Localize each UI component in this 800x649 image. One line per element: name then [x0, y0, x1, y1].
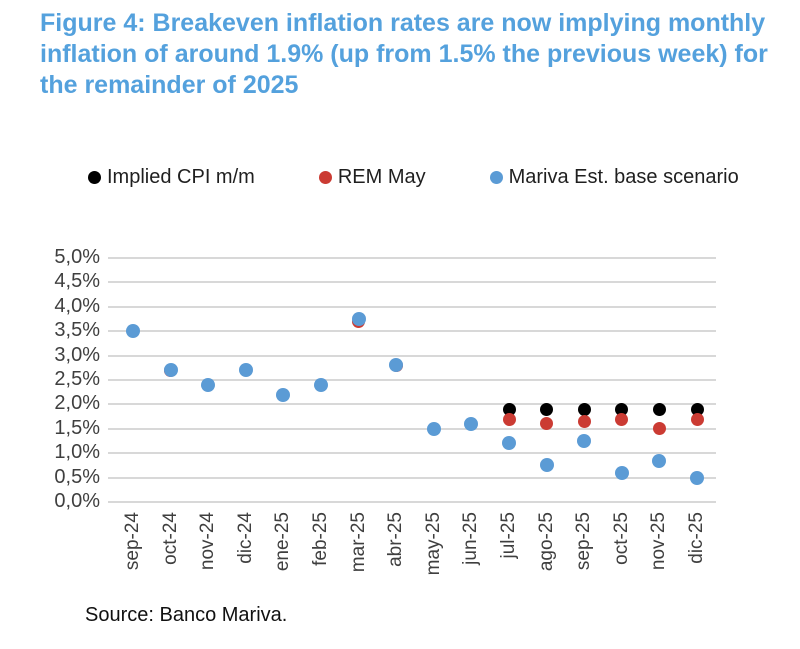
data-point-mariva-nov-25	[652, 454, 666, 468]
data-point-rem-may-ago-25	[540, 417, 553, 430]
data-point-mariva-sep-24	[126, 324, 140, 338]
blue-dot-icon	[489, 171, 503, 184]
data-point-mariva-ago-25	[540, 458, 554, 472]
y-tick-label: 4,0%	[54, 295, 100, 317]
legend-label-rem-may: REM May	[337, 166, 426, 188]
legend-label-mariva: Mariva Est. base scenario	[508, 166, 739, 188]
data-point-rem-may-dic-25	[691, 413, 704, 426]
data-point-rem-may-sep-25	[578, 415, 591, 428]
data-point-mariva-jun-25	[464, 417, 478, 431]
data-point-rem-may-oct-25	[615, 413, 628, 426]
gridline	[108, 428, 716, 430]
x-tick-label: nov-25	[648, 512, 669, 571]
y-tick-label: 3,0%	[54, 344, 100, 366]
gridline	[108, 452, 716, 454]
gridline	[108, 355, 716, 357]
source-note: Source: Banco Mariva.	[85, 604, 288, 626]
x-tick-label: ago-25	[536, 512, 557, 572]
data-point-mariva-ene-25	[276, 388, 290, 402]
y-tick-label: 4,5%	[54, 270, 100, 292]
data-point-mariva-oct-24	[164, 363, 178, 377]
x-tick-label: sep-25	[573, 512, 594, 571]
data-point-mariva-abr-25	[389, 358, 403, 372]
y-tick-label: 0,5%	[54, 466, 100, 488]
gridline	[108, 330, 716, 332]
x-tick-label: oct-25	[611, 512, 632, 565]
data-point-mariva-nov-24	[201, 378, 215, 392]
x-tick-label: nov-24	[197, 512, 218, 571]
y-tick-label: 1,5%	[54, 417, 100, 439]
gridline	[108, 477, 716, 479]
x-tick-label: abr-25	[385, 512, 406, 567]
gridline	[108, 403, 716, 405]
data-point-mariva-mar-25	[352, 312, 366, 326]
x-tick-label: mar-25	[348, 512, 369, 573]
data-point-mariva-oct-25	[615, 466, 629, 480]
y-tick-label: 2,5%	[54, 368, 100, 390]
data-point-rem-may-jul-25	[503, 413, 516, 426]
y-tick-label: 3,5%	[54, 319, 100, 341]
data-point-implied-cpi-jul-25	[503, 403, 516, 416]
data-point-mariva-may-25	[427, 422, 441, 436]
red-dot-icon	[318, 171, 332, 184]
gridline	[108, 306, 716, 308]
x-tick-label: ene-25	[272, 512, 293, 572]
gridline	[108, 281, 716, 283]
data-point-mariva-sep-25	[577, 434, 591, 448]
x-tick-label: feb-25	[310, 512, 331, 566]
gridline	[108, 257, 716, 259]
gridline	[108, 379, 716, 381]
legend-label-implied-cpi: Implied CPI m/m	[107, 166, 255, 188]
data-point-implied-cpi-ago-25	[540, 403, 553, 416]
data-point-rem-may-nov-25	[653, 422, 666, 435]
x-tick-label: jul-25	[498, 512, 519, 559]
data-point-mariva-dic-25	[690, 471, 704, 485]
x-tick-label: oct-24	[160, 512, 181, 565]
y-tick-label: 0,0%	[54, 490, 100, 512]
legend-item-rem-may: REM May	[318, 166, 426, 189]
chart-legend: Implied CPI m/m REM May Mariva Est. base…	[88, 166, 739, 189]
data-point-implied-cpi-dic-25	[691, 403, 704, 416]
y-tick-label: 5,0%	[54, 246, 100, 268]
x-tick-label: sep-24	[122, 512, 143, 571]
data-point-implied-cpi-sep-25	[578, 403, 591, 416]
x-tick-label: jun-25	[460, 512, 481, 565]
y-tick-label: 1,0%	[54, 441, 100, 463]
legend-item-implied-cpi: Implied CPI m/m	[88, 166, 255, 189]
black-dot-icon	[88, 171, 101, 184]
data-point-mariva-feb-25	[314, 378, 328, 392]
data-point-mariva-jul-25	[502, 436, 516, 450]
data-point-implied-cpi-nov-25	[653, 403, 666, 416]
x-tick-label: dic-24	[235, 512, 256, 564]
x-tick-label: may-25	[423, 512, 444, 576]
legend-item-mariva: Mariva Est. base scenario	[489, 166, 739, 189]
gridline	[108, 501, 716, 503]
data-point-mariva-dic-24	[239, 363, 253, 377]
x-tick-label: dic-25	[686, 512, 707, 564]
y-tick-label: 2,0%	[54, 392, 100, 414]
figure-title: Figure 4: Breakeven inflation rates are …	[40, 9, 768, 99]
data-point-implied-cpi-oct-25	[615, 403, 628, 416]
